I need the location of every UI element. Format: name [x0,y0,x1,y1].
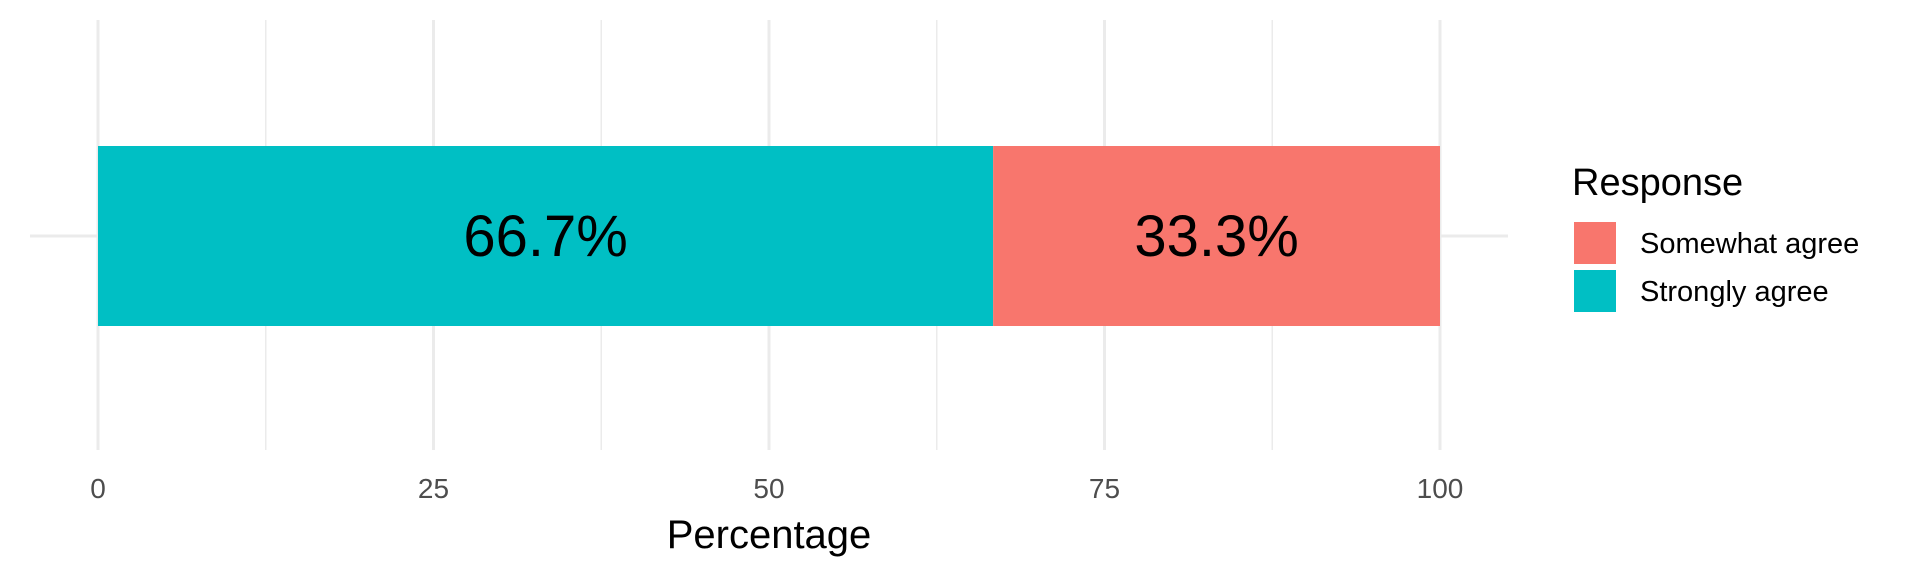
bar-segment-somewhat-agree [993,146,1440,326]
legend-title: Response [1572,162,1743,204]
x-tick-label: 100 [1417,473,1464,504]
x-tick-label: 25 [418,473,449,504]
x-tick-label: 75 [1089,473,1120,504]
x-tick-label: 50 [753,473,784,504]
bar-segment-strongly-agree [98,146,994,326]
legend: Response Somewhat agree Strongly agree [1572,162,1859,312]
x-axis-ticks: 0 25 50 75 100 [90,473,1463,504]
x-tick-label: 0 [90,473,106,504]
legend-key-somewhat-agree [1574,222,1616,264]
bar-label-somewhat-agree: 33.3% [1134,204,1298,269]
legend-items: Somewhat agree Strongly agree [1574,222,1859,312]
x-axis-title: Percentage [667,513,872,557]
bar-labels: 66.7% 33.3% [463,204,1298,269]
legend-label-strongly-agree: Strongly agree [1640,276,1829,308]
legend-key-strongly-agree [1574,270,1616,312]
bar-segments [98,146,1440,326]
bar-label-strongly-agree: 66.7% [463,204,627,269]
legend-label-somewhat-agree: Somewhat agree [1640,228,1859,260]
